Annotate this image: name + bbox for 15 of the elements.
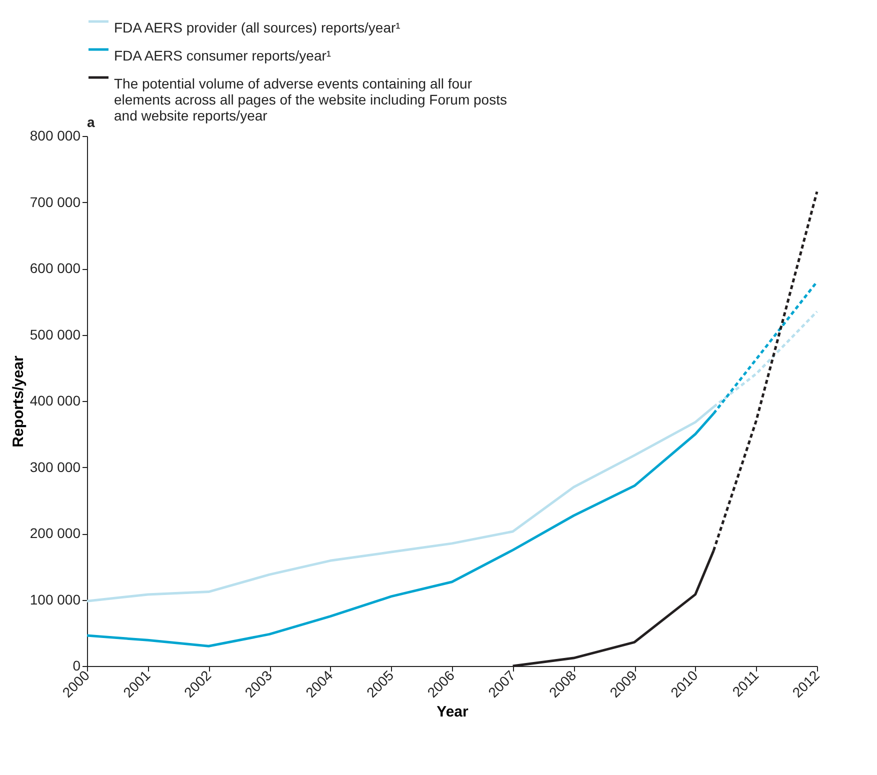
y-axis-title: Reports/year [10, 355, 27, 448]
y-tick-label: 700 000 [30, 194, 81, 210]
y-tick-label: 200 000 [30, 525, 81, 541]
y-tick-label: 0 [72, 658, 81, 674]
legend-label: FDA AERS consumer reports/year¹ [114, 48, 332, 64]
y-tick-label: 100 000 [30, 591, 81, 608]
legend-label: The potential volume of adverse events containing all four elements across all pages of the website including Forum posts and website reports/year [114, 76, 507, 124]
legend-label: FDA AERS provider (all sources) reports/year¹ [114, 20, 401, 36]
y-tick-label: 600 000 [30, 260, 81, 276]
y-tick-label: 500 000 [30, 326, 81, 342]
x-axis-title: Year [436, 703, 469, 720]
y-tick-label: 400 000 [30, 392, 81, 408]
y-tick-label: 800 000 [30, 128, 81, 144]
y-tick-label: 300 000 [30, 458, 81, 475]
text: a [87, 114, 95, 130]
